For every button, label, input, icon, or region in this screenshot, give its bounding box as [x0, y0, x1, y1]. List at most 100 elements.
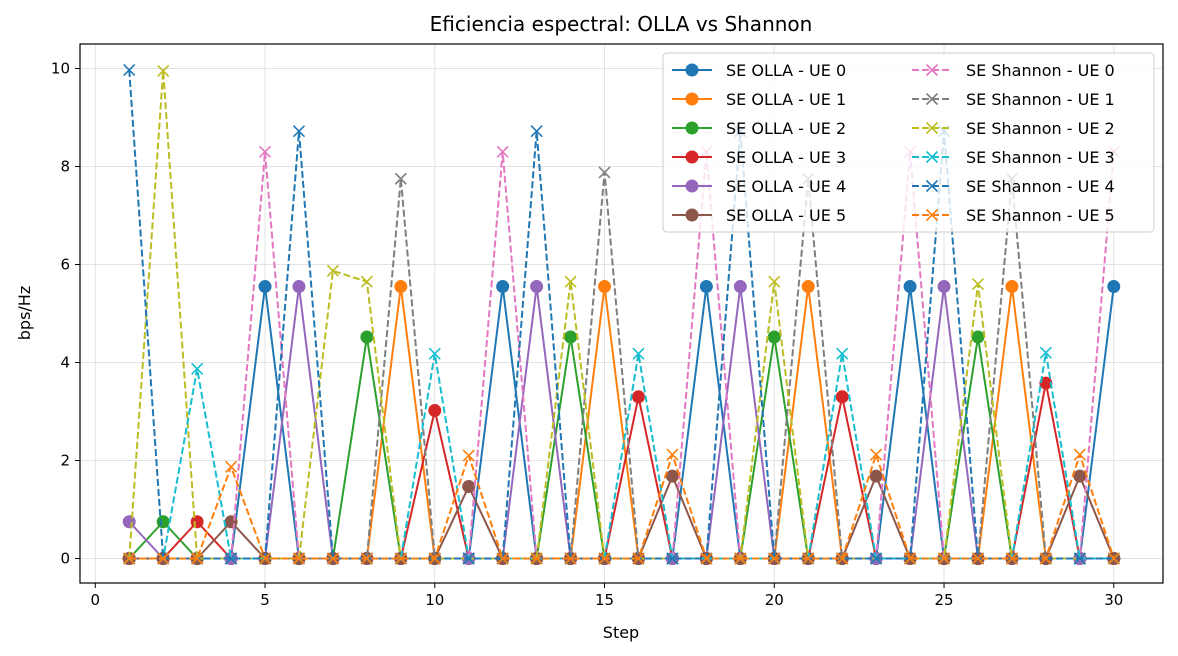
data-point: [700, 552, 713, 565]
legend-entry: SE Shannon - UE 0: [912, 61, 1115, 80]
legend-marker: [925, 63, 939, 77]
data-point: [496, 145, 509, 158]
data-point: [835, 390, 849, 404]
data-point: [360, 330, 374, 344]
data-point: [360, 552, 373, 565]
data-point: [394, 552, 407, 565]
data-point: [191, 552, 204, 565]
x-tick-label: 30: [1104, 591, 1123, 609]
data-point: [1073, 448, 1086, 461]
legend-entry: SE OLLA - UE 2: [672, 119, 846, 138]
data-point: [836, 552, 849, 565]
data-point: [801, 280, 815, 294]
legend-marker: [685, 92, 699, 106]
x-tick-label: 20: [765, 591, 784, 609]
legend-label: SE OLLA - UE 3: [726, 148, 846, 167]
data-point: [530, 125, 543, 138]
data-point: [971, 278, 985, 291]
data-point: [836, 347, 849, 360]
legend-entry: SE OLLA - UE 5: [672, 206, 846, 225]
data-point: [632, 552, 645, 565]
data-point: [258, 280, 272, 294]
data-point: [733, 280, 747, 294]
data-point: [937, 280, 951, 294]
data-point: [258, 145, 272, 158]
legend-entry: SE OLLA - UE 4: [672, 177, 846, 196]
data-point: [225, 460, 238, 473]
data-point: [768, 552, 781, 565]
x-tick-label: 15: [595, 591, 614, 609]
legend-marker: [685, 121, 699, 135]
data-point: [904, 552, 917, 565]
data-point: [428, 347, 441, 360]
data-point: [530, 280, 544, 294]
data-point: [326, 264, 339, 277]
data-point: [462, 479, 476, 493]
legend-box: [662, 52, 1155, 233]
data-point: [292, 125, 306, 138]
data-point: [598, 166, 611, 179]
data-point: [428, 552, 441, 565]
y-axis-label: bps/Hz: [15, 286, 34, 340]
data-point: [869, 469, 883, 483]
data-point: [157, 64, 170, 78]
data-point: [564, 552, 577, 565]
legend-label: SE Shannon - UE 2: [966, 119, 1115, 138]
legend-entry: SE OLLA - UE 0: [672, 61, 846, 80]
legend-label: SE Shannon - UE 4: [966, 177, 1115, 196]
data-point: [496, 552, 509, 565]
data-point: [1039, 346, 1052, 359]
data-point: [971, 330, 985, 344]
data-point: [1107, 280, 1121, 294]
legend-entry: SE Shannon - UE 3: [912, 148, 1115, 167]
legend: SE OLLA - UE 0 SE OLLA - UE 1 SE OLLA - UE…: [662, 52, 1155, 233]
x-axis-label: Step: [603, 623, 639, 642]
data-point: [1005, 552, 1018, 565]
data-point: [292, 552, 306, 565]
legend-marker: [925, 92, 939, 106]
legend-label: SE OLLA - UE 0: [726, 61, 846, 80]
y-tick-label: 2: [60, 452, 70, 470]
y-tick-label: 8: [60, 158, 70, 176]
x-tick-label: 25: [934, 591, 953, 609]
legend-marker: [925, 121, 939, 135]
plot-frame: [79, 43, 1164, 584]
data-point: [123, 552, 136, 565]
data-point: [768, 275, 781, 288]
data-point: [666, 448, 679, 461]
legend-label: SE OLLA - UE 4: [726, 177, 846, 196]
legend-label: SE Shannon - UE 5: [966, 206, 1115, 225]
data-point: [191, 362, 204, 375]
data-point: [598, 280, 612, 294]
data-point: [665, 469, 679, 483]
data-point: [326, 552, 339, 565]
y-tick-label: 10: [51, 60, 70, 78]
data-point: [292, 280, 306, 294]
legend-label: SE OLLA - UE 5: [726, 206, 846, 225]
data-point: [903, 280, 917, 294]
data-point: [598, 552, 611, 565]
legend-label: SE Shannon - UE 3: [966, 148, 1115, 167]
legend-marker: [685, 208, 699, 222]
y-tick-label: 0: [60, 550, 70, 568]
data-point: [564, 330, 578, 344]
data-point: [1005, 280, 1019, 294]
legend-marker: [925, 179, 939, 193]
series-line: [129, 150, 1115, 560]
legend-marker: [925, 150, 939, 164]
x-tick-label: 0: [91, 591, 101, 609]
legend-entry: SE Shannon - UE 5: [912, 206, 1115, 225]
data-point: [734, 552, 747, 565]
data-point: [699, 280, 713, 294]
data-point: [937, 552, 951, 565]
data-point: [564, 275, 577, 288]
data-point: [428, 404, 442, 418]
series-11: [123, 448, 1120, 565]
legend-entry: SE OLLA - UE 1: [672, 90, 846, 109]
data-point: [394, 172, 407, 185]
legend-label: SE Shannon - UE 0: [966, 61, 1115, 80]
legend-label: SE Shannon - UE 1: [966, 90, 1115, 109]
legend-label: SE OLLA - UE 2: [726, 119, 846, 138]
series-layer: [122, 63, 1121, 565]
